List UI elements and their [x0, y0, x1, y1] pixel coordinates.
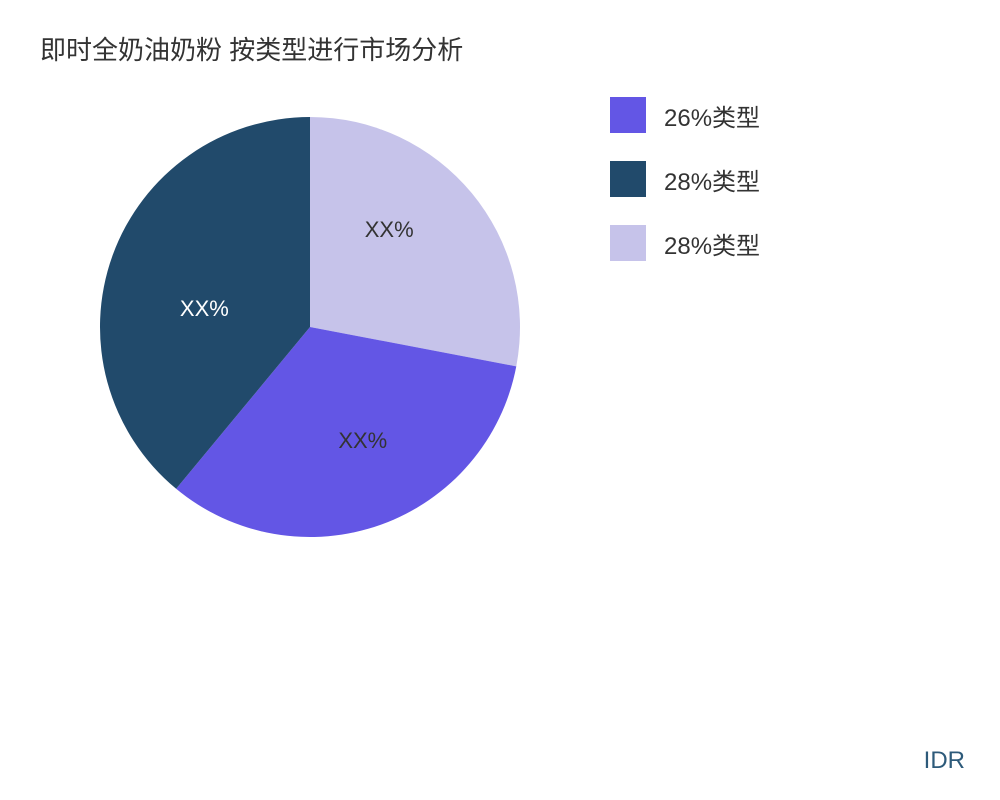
legend-label-2: 28%类型: [664, 162, 760, 197]
legend-item-2: 28%类型: [610, 161, 760, 197]
footer-label: IDR: [924, 747, 965, 775]
chart-container: 即时全奶油奶粉 按类型进行市场分析 XX%XX%XX% 26%类型 28%类型 28…: [0, 0, 1000, 800]
legend-swatch-1: [610, 97, 646, 133]
pie-chart: XX%XX%XX%: [90, 107, 530, 547]
legend-swatch-2: [610, 161, 646, 197]
legend-label-3: 28%类型: [664, 226, 760, 261]
legend-item-1: 26%类型: [610, 97, 760, 133]
legend-swatch-3: [610, 225, 646, 261]
legend: 26%类型 28%类型 28%类型: [610, 97, 760, 289]
chart-body: XX%XX%XX% 26%类型 28%类型 28%类型: [30, 87, 970, 547]
pie-slice-1: [310, 117, 520, 366]
legend-item-3: 28%类型: [610, 225, 760, 261]
chart-title: 即时全奶油奶粉 按类型进行市场分析: [30, 30, 970, 67]
pie-svg: [90, 107, 530, 547]
legend-label-1: 26%类型: [664, 98, 760, 133]
